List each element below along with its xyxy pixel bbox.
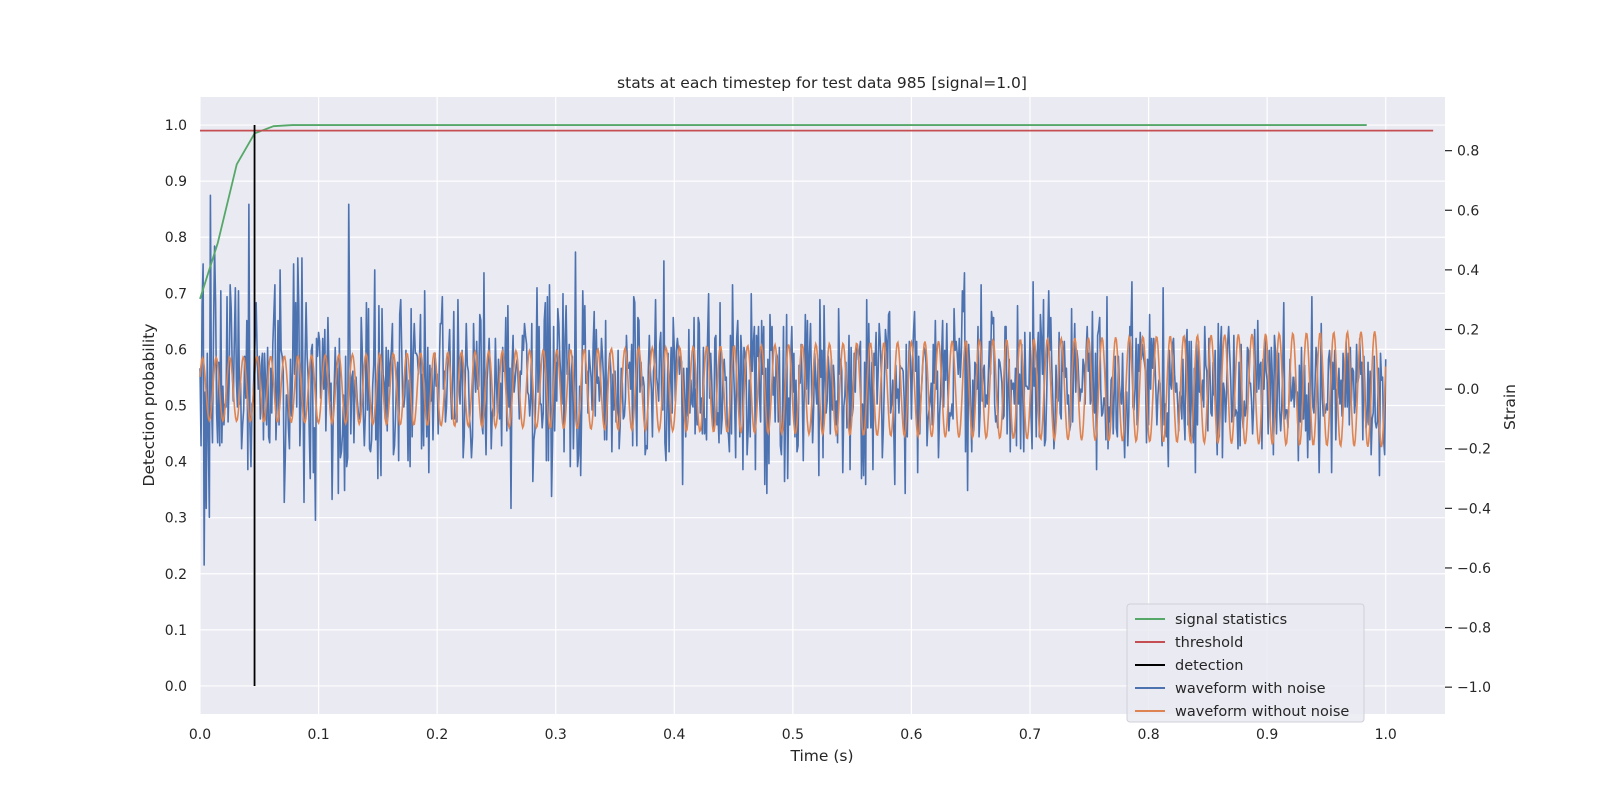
x-axis-ticks: 0.0 0.1 0.2 0.3 0.4 0.5 0.6 0.7 0.8 0.9 1.0: [189, 727, 1397, 743]
y-left-tick-label: 0.2: [165, 567, 187, 583]
x-tick-label: 0.6: [900, 727, 922, 743]
y-left-tick-label: 0.5: [165, 399, 187, 415]
legend-label: waveform without noise: [1175, 704, 1349, 720]
legend-label: waveform with noise: [1175, 681, 1326, 697]
y-right-tick-label: −0.4: [1457, 501, 1491, 517]
x-tick-label: 0.1: [307, 727, 329, 743]
y-left-tick-label: 1.0: [165, 118, 187, 134]
y-axis-left-label: Detection probability: [140, 324, 158, 487]
series-signal-statistics: [199, 124, 1367, 300]
y-right-tick-label: −1.0: [1457, 680, 1491, 696]
y-axis-right-ticks: −1.0 −0.8 −0.6 −0.4 −0.2 0.0 0.2 0.4 0.6 0.8: [1445, 144, 1491, 696]
x-tick-label: 0.2: [426, 727, 448, 743]
y-left-tick-label: 0.1: [165, 623, 187, 639]
x-tick-label: 1.0: [1375, 727, 1397, 743]
legend: signal statistics threshold detection wavef…: [1126, 603, 1365, 723]
y-left-tick-label: 0.9: [165, 174, 187, 190]
x-tick-label: 0.9: [1256, 727, 1278, 743]
x-tick-label: 0.5: [782, 727, 804, 743]
y-left-tick-label: 0.7: [165, 286, 187, 302]
legend-label: detection: [1175, 658, 1243, 674]
y-right-tick-label: 0.8: [1457, 144, 1479, 160]
y-axis-right-label: Strain: [1501, 384, 1519, 430]
y-left-tick-label: 0.8: [165, 230, 187, 246]
y-axis-left-ticks: 0.0 0.1 0.2 0.3 0.4 0.5 0.6 0.7 0.8 0.9 1.0: [165, 118, 187, 695]
y-right-tick-label: −0.8: [1457, 621, 1491, 637]
chart-title: stats at each timestep for test data 985…: [617, 74, 1027, 92]
y-left-tick-label: 0.0: [165, 679, 187, 695]
y-right-tick-label: 0.0: [1457, 382, 1479, 398]
series-waveform-without-noise: [199, 329, 1387, 449]
y-right-tick-label: −0.2: [1457, 442, 1491, 458]
series-layer: [199, 124, 1434, 686]
x-tick-label: 0.7: [1019, 727, 1041, 743]
y-right-tick-label: −0.6: [1457, 561, 1491, 577]
legend-label: threshold: [1175, 635, 1243, 651]
x-tick-label: 0.3: [545, 727, 567, 743]
legend-box: [1126, 603, 1365, 723]
y-right-tick-label: 0.4: [1457, 263, 1479, 279]
y-left-tick-label: 0.3: [165, 511, 187, 527]
y-left-tick-label: 0.6: [165, 342, 187, 358]
y-left-tick-label: 0.4: [165, 455, 187, 471]
y-right-tick-label: 0.6: [1457, 203, 1479, 219]
legend-label: signal statistics: [1175, 612, 1287, 628]
x-axis-label: Time (s): [789, 747, 853, 765]
y-right-tick-label: 0.2: [1457, 322, 1479, 338]
x-tick-label: 0.4: [663, 727, 685, 743]
x-tick-label: 0.0: [189, 727, 211, 743]
x-tick-label: 0.8: [1137, 727, 1159, 743]
